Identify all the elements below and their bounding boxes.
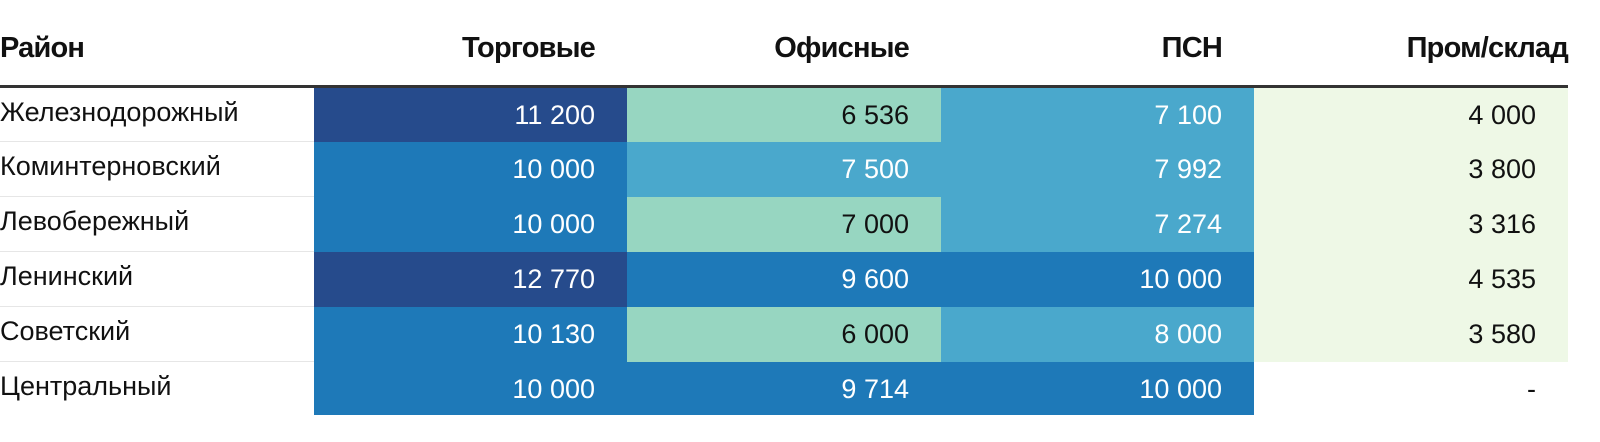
- district-cell: Коминтерновский: [0, 141, 314, 197]
- table-row: Коминтерновский 10 000 7 500 7 992 3 800: [0, 141, 1568, 197]
- value-cell: 4 535: [1254, 251, 1568, 307]
- value-cell: 9 714: [627, 361, 941, 415]
- district-cell: Железнодорожный: [0, 86, 314, 142]
- value-cell: 10 000: [941, 361, 1254, 415]
- value-cell: 8 000: [941, 306, 1254, 362]
- column-header-industrial: Пром/склад: [1254, 0, 1569, 88]
- value-cell: 11 200: [314, 86, 627, 142]
- value-cell: 12 770: [314, 251, 627, 307]
- value-cell: 10 000: [314, 361, 627, 415]
- table-row: Советский 10 130 6 000 8 000 3 580: [0, 306, 1568, 362]
- district-cell: Левобережный: [0, 196, 314, 252]
- table-row: Ленинский 12 770 9 600 10 000 4 535: [0, 251, 1568, 307]
- value-cell: 4 000: [1254, 86, 1568, 142]
- district-cell: Советский: [0, 306, 314, 362]
- value-cell: 10 000: [941, 251, 1254, 307]
- value-cell: -: [1254, 361, 1568, 415]
- table-row: Левобережный 10 000 7 000 7 274 3 316: [0, 196, 1568, 252]
- value-cell: 7 100: [941, 86, 1254, 142]
- table-row: Железнодорожный 11 200 6 536 7 100 4 000: [0, 86, 1568, 142]
- value-cell: 3 800: [1254, 141, 1568, 197]
- value-cell: 6 536: [627, 86, 941, 142]
- district-cell: Центральный: [0, 370, 172, 401]
- heatmap-table: Район Торговые Офисные ПСН Пром/склад Же…: [0, 0, 1569, 415]
- value-cell: 10 000: [314, 141, 627, 197]
- value-cell: 7 500: [627, 141, 941, 197]
- value-cell: 10 130: [314, 306, 627, 362]
- value-cell: 10 000: [314, 196, 627, 252]
- value-cell: 9 600: [627, 251, 941, 307]
- value-cell: 3 316: [1254, 196, 1568, 252]
- value-cell: 7 274: [941, 196, 1254, 252]
- district-cell: Ленинский: [0, 251, 314, 307]
- column-header-office: Офисные: [627, 0, 941, 88]
- column-header-district: Район: [0, 0, 314, 88]
- value-cell: 7 000: [627, 196, 941, 252]
- value-cell: 3 580: [1254, 306, 1568, 362]
- value-cell: 7 992: [941, 141, 1254, 197]
- column-header-retail: Торговые: [314, 0, 627, 88]
- table-row: Центральный 10 000 9 714 10 000 -: [0, 361, 1568, 415]
- column-header-psn: ПСН: [941, 0, 1254, 88]
- value-cell: 6 000: [627, 306, 941, 362]
- header-row: Район Торговые Офисные ПСН Пром/склад: [0, 0, 1569, 88]
